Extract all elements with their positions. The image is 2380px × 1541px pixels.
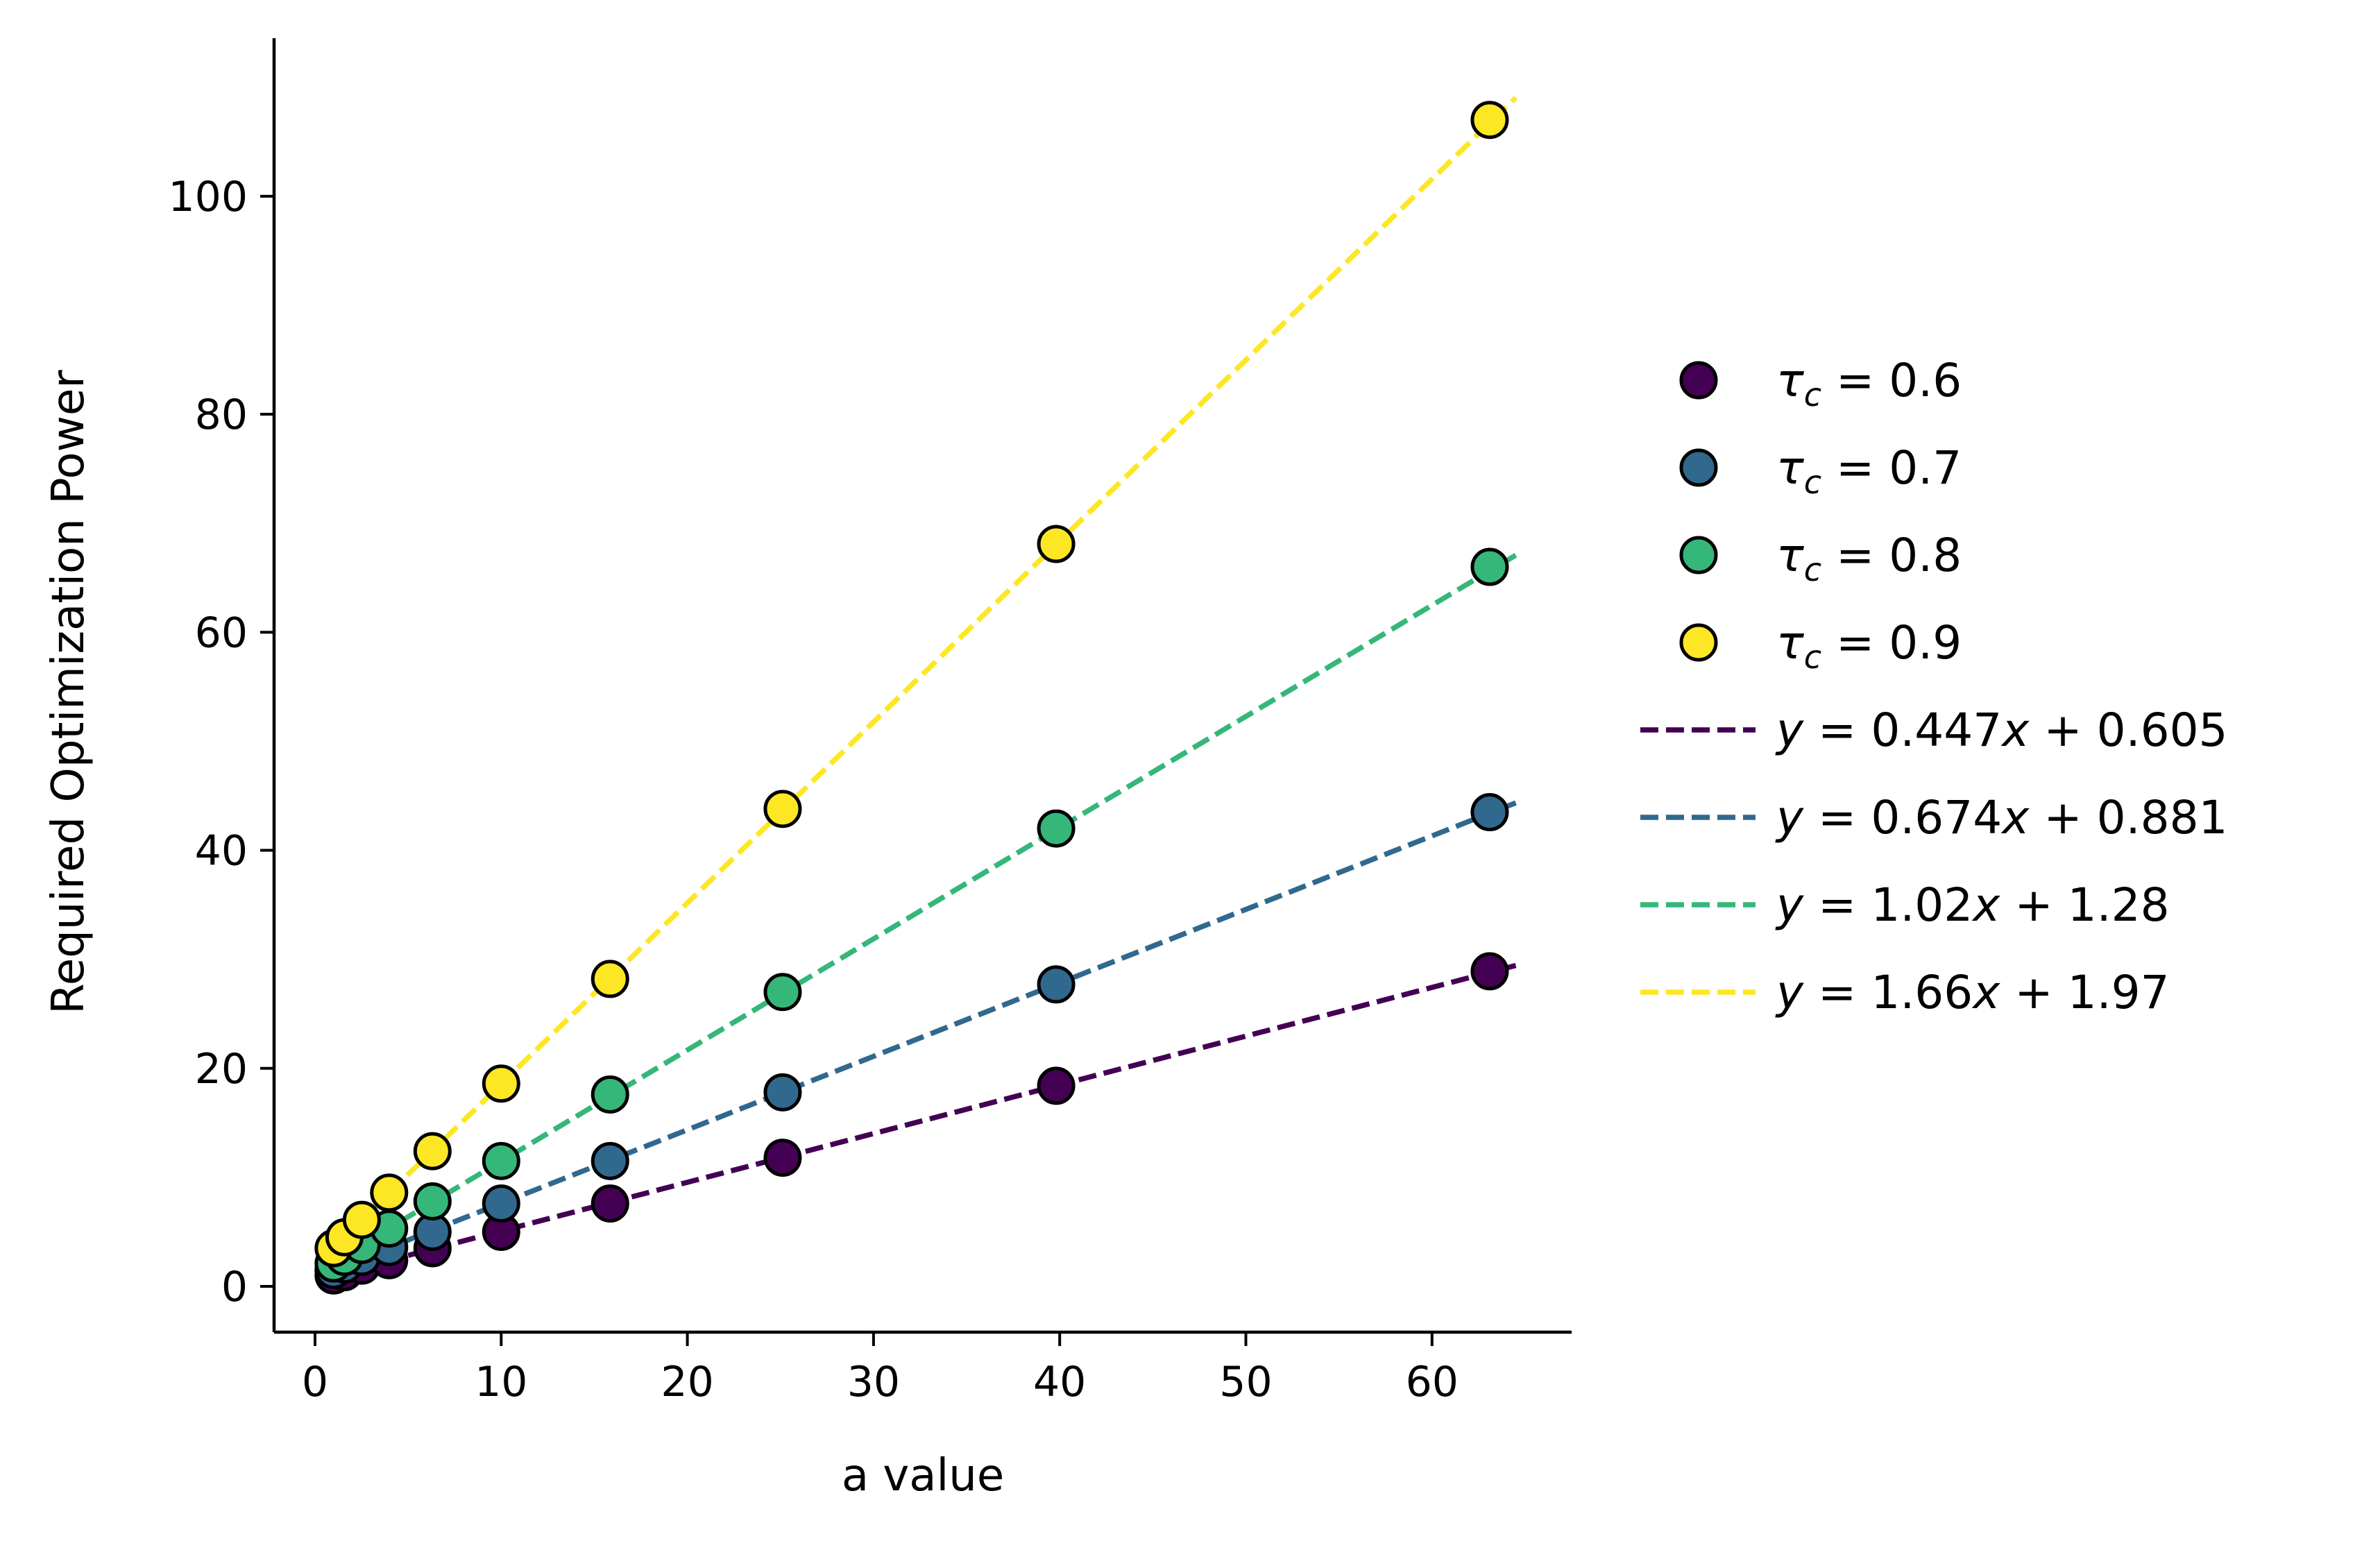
- legend-label: y = 0.674x + 0.881: [1775, 791, 2228, 844]
- x-tick-label: 60: [1406, 1358, 1459, 1406]
- data-point: [590, 1075, 629, 1114]
- x-axis-title: a value: [842, 1450, 1004, 1501]
- fit-lines: [332, 96, 1518, 1278]
- data-point: [763, 973, 802, 1012]
- y-tick-label: 100: [168, 173, 248, 221]
- data-point: [413, 1132, 452, 1170]
- x-tick-label: 30: [847, 1358, 900, 1406]
- x-tick-label: 10: [475, 1358, 527, 1406]
- data-point: [763, 1139, 802, 1177]
- data-point: [1037, 809, 1076, 848]
- data-point: [413, 1182, 452, 1220]
- legend-label: τc = 0.7: [1776, 441, 1962, 501]
- x-tick-label: 20: [661, 1358, 713, 1406]
- x-axis-ticks: 0 10 20 30 40 50 60: [302, 1332, 1459, 1406]
- y-tick-label: 60: [195, 608, 248, 657]
- legend-marker: [1679, 448, 1718, 487]
- fit-line: [332, 96, 1518, 1249]
- fit-line: [332, 962, 1517, 1278]
- data-point: [1470, 547, 1509, 586]
- y-tick-label: 40: [195, 827, 248, 876]
- axes: 0 10 20 30 40 50 60 0 20 40 60 80 100 a value Requi…: [43, 38, 1572, 1501]
- legend-label: y = 1.02x + 1.28: [1775, 878, 2170, 932]
- legend-label: y = 0.447x + 0.605: [1775, 704, 2228, 757]
- data-point: [1470, 101, 1509, 139]
- data-points: [314, 101, 1509, 1295]
- legend-marker: [1679, 536, 1718, 574]
- data-point: [763, 1073, 802, 1112]
- fit-line: [332, 552, 1518, 1264]
- fit-line: [332, 800, 1517, 1272]
- legend-label: τc = 0.8: [1776, 529, 1962, 588]
- legend-label: τc = 0.6: [1776, 354, 1962, 414]
- data-point: [342, 1200, 381, 1239]
- x-tick-label: 0: [302, 1358, 328, 1406]
- data-point: [1037, 965, 1076, 1004]
- legend-label: τc = 0.9: [1776, 616, 1962, 676]
- legend-label: y = 1.66x + 1.97: [1775, 966, 2170, 1019]
- plot-area: [314, 96, 1518, 1295]
- y-axis-ticks: 0 20 40 60 80 100: [168, 173, 274, 1311]
- data-point: [1470, 793, 1509, 832]
- data-point: [1037, 1066, 1076, 1105]
- data-point: [1470, 952, 1509, 991]
- x-tick-label: 40: [1033, 1358, 1086, 1406]
- data-point: [590, 1141, 629, 1180]
- data-point: [590, 1184, 629, 1223]
- data-point: [370, 1173, 409, 1212]
- legend: τc = 0.6 τc = 0.7 τc = 0.8 τc = 0.9 y = 0.44…: [1640, 354, 2228, 1019]
- data-point: [482, 1184, 520, 1223]
- y-axis-title: Required Optimization Power: [43, 370, 94, 1014]
- y-tick-label: 80: [195, 391, 248, 439]
- y-tick-label: 20: [195, 1045, 248, 1093]
- y-tick-label: 0: [221, 1263, 248, 1311]
- legend-marker: [1679, 623, 1718, 662]
- data-point: [482, 1141, 520, 1180]
- data-point: [590, 960, 629, 998]
- data-point: [763, 790, 802, 828]
- legend-marker: [1679, 361, 1718, 400]
- x-tick-label: 50: [1219, 1358, 1272, 1406]
- data-point: [482, 1064, 520, 1103]
- data-point: [1037, 525, 1076, 563]
